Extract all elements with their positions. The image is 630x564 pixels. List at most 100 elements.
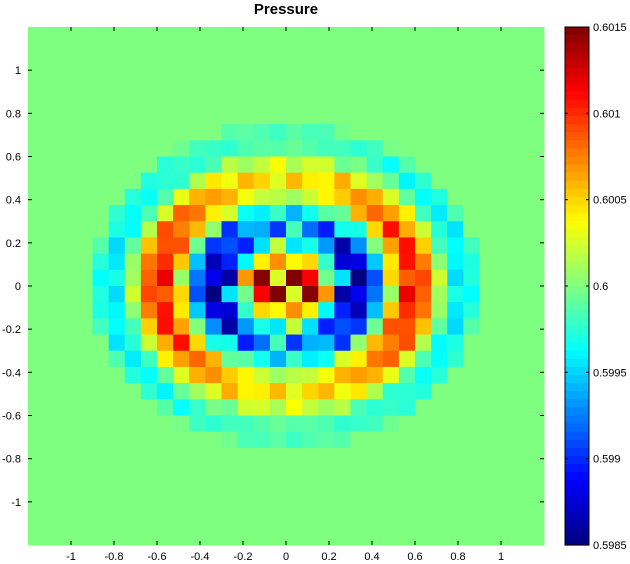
heatmap-cell [269, 496, 287, 514]
heatmap-cell [350, 75, 368, 93]
heatmap-cell [205, 302, 223, 319]
heatmap-cell [269, 447, 287, 465]
heatmap-cell [253, 205, 271, 222]
heatmap-cell [302, 269, 319, 287]
heatmap-cell [302, 172, 319, 190]
colorbar-segment [565, 188, 589, 198]
heatmap-cell [479, 464, 497, 481]
colorbar-segment [565, 245, 589, 255]
heatmap-cell [60, 237, 77, 255]
heatmap-cell [318, 43, 335, 60]
heatmap-cell [350, 140, 368, 157]
heatmap-cell [124, 512, 142, 530]
heatmap-cell [189, 269, 206, 287]
heatmap-cell [269, 302, 287, 319]
heatmap-cell [398, 383, 416, 400]
heatmap-cell [189, 350, 206, 368]
heatmap-cell [350, 172, 368, 190]
heatmap-cell [124, 156, 142, 174]
heatmap-cell [382, 464, 400, 481]
heatmap-cell [495, 107, 513, 125]
heatmap-cell [318, 237, 335, 255]
colorbar-segment [565, 91, 589, 101]
heatmap-cell [237, 464, 255, 481]
heatmap-cell [527, 480, 545, 497]
heatmap-cell [527, 366, 545, 384]
heatmap-cell [286, 318, 303, 336]
x-tick-label: -0.6 [148, 551, 167, 563]
heatmap-cell [269, 253, 287, 271]
heatmap-cell [495, 447, 513, 465]
heatmap-cell [44, 59, 61, 77]
heatmap-cell [350, 253, 368, 271]
heatmap-cell [108, 237, 126, 255]
heatmap-cell [157, 269, 174, 287]
colorbar-segment [565, 59, 589, 69]
heatmap-cell [511, 399, 529, 416]
colorbar-segment [565, 67, 589, 77]
heatmap-cell [463, 464, 481, 481]
y-axis: 1 0.8 0.6 0.4 0.2 0 -0.2 -0.4 -0.6 -0.8 -1 [2, 65, 544, 509]
colorbar-tick-label: 0.601 [593, 108, 621, 120]
heatmap-cell [463, 156, 481, 174]
colorbar-segment [565, 35, 589, 44]
heatmap-cell [173, 528, 190, 546]
heatmap-cell [415, 528, 432, 546]
heatmap-cell [447, 221, 464, 238]
heatmap-cell [108, 512, 126, 530]
heatmap-cell [124, 27, 142, 44]
heatmap-cell [173, 286, 190, 303]
heatmap-cell [221, 480, 239, 497]
heatmap-cell [253, 75, 271, 93]
heatmap-cell [479, 172, 497, 190]
heatmap-cell [479, 512, 497, 530]
heatmap-cell [92, 399, 110, 416]
heatmap-cell [157, 124, 174, 141]
heatmap-cell [92, 43, 110, 60]
heatmap-cell [237, 496, 255, 514]
heatmap-cell [253, 286, 271, 303]
heatmap-cell [495, 399, 513, 416]
heatmap-cell [140, 221, 158, 238]
heatmap-cell [221, 464, 239, 481]
heatmap-cell [108, 253, 126, 271]
heatmap-cell [221, 383, 239, 400]
heatmap-cell [382, 156, 400, 174]
heatmap-cell [108, 318, 126, 336]
heatmap-cell [237, 528, 255, 546]
heatmap-cell [463, 59, 481, 77]
heatmap-cell [221, 221, 239, 238]
heatmap-cell [398, 205, 416, 222]
heatmap-cell [28, 269, 45, 287]
heatmap-cell [221, 43, 239, 60]
heatmap-cell [205, 237, 223, 255]
heatmap-cell [108, 447, 126, 465]
heatmap-cell [415, 464, 432, 481]
heatmap-cell [189, 383, 206, 400]
heatmap-cell [495, 269, 513, 287]
x-tick-label: -0.8 [105, 551, 124, 563]
heatmap-cell [76, 269, 94, 287]
colorbar-ticks: 0.6015 0.601 0.6005 0.6 0.5995 0.599 0.5985 [565, 22, 627, 552]
heatmap-cell [511, 464, 529, 481]
heatmap-cell [527, 512, 545, 530]
x-tick-label: 0 [283, 551, 289, 563]
heatmap-cell [302, 480, 319, 497]
heatmap-cell [495, 528, 513, 546]
heatmap-cell [205, 253, 223, 271]
heatmap-cell [76, 253, 94, 271]
heatmap-cell [28, 464, 45, 481]
heatmap-cell [286, 399, 303, 416]
heatmap-cell [398, 334, 416, 352]
heatmap-cell [527, 75, 545, 93]
heatmap-cell [398, 415, 416, 433]
heatmap-cell [286, 480, 303, 497]
heatmap-cell [76, 27, 94, 44]
heatmap-cell [140, 480, 158, 497]
heatmap-cell [511, 318, 529, 336]
heatmap-cell [44, 496, 61, 514]
heatmap-cell [415, 172, 432, 190]
heatmap-cell [463, 43, 481, 60]
heatmap-cell [350, 464, 368, 481]
heatmap-cell [205, 91, 223, 109]
